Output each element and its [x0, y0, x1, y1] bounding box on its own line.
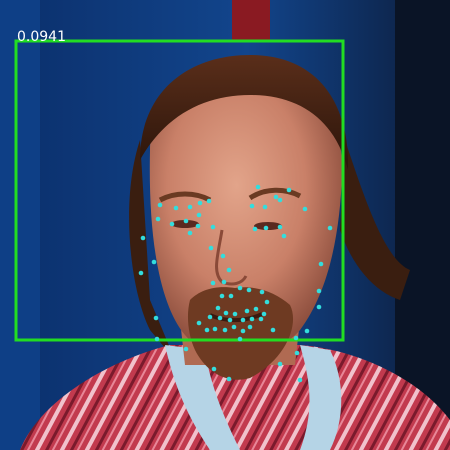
landmark-point — [204, 327, 210, 333]
shirt-collar-left — [165, 345, 240, 450]
landmark-point — [196, 320, 202, 326]
landmark-point — [232, 311, 238, 317]
landmark-point — [318, 261, 324, 267]
landmark-point — [151, 259, 157, 265]
background-left-panel — [0, 0, 40, 450]
detection-score-label: 0.0941 — [17, 29, 66, 45]
landmark-point — [262, 204, 268, 210]
face — [149, 71, 343, 356]
landmark-point — [212, 326, 218, 332]
landmark-point — [157, 202, 163, 208]
landmark-point — [270, 327, 276, 333]
landmark-point — [240, 328, 246, 334]
hair-top — [140, 55, 349, 170]
landmark-point — [183, 346, 189, 352]
landmark-point — [227, 317, 233, 323]
landmark-point — [155, 216, 161, 222]
landmark-point — [210, 280, 216, 286]
mouth — [209, 312, 263, 323]
landmark-point — [154, 336, 160, 342]
eyebrow-left — [158, 191, 212, 203]
landmark-point — [264, 299, 270, 305]
landmark-point — [277, 197, 283, 203]
landmark-point — [261, 311, 267, 317]
face-detection-box — [14, 39, 345, 342]
landmark-point — [259, 289, 265, 295]
landmark-point — [237, 285, 243, 291]
landmark-point — [207, 314, 213, 320]
landmark-point — [221, 279, 227, 285]
eye-right — [254, 222, 282, 230]
landmark-point — [217, 315, 223, 321]
landmark-point — [304, 328, 310, 334]
landmark-point — [294, 350, 300, 356]
landmark-point — [211, 366, 217, 372]
landmark-point — [316, 288, 322, 294]
shirt-collar-right — [300, 345, 342, 450]
landmark-point — [240, 317, 246, 323]
landmark-point — [249, 203, 255, 209]
landmark-point — [187, 230, 193, 236]
landmark-point — [226, 376, 232, 382]
landmark-point — [281, 233, 287, 239]
landmark-point — [195, 223, 201, 229]
landmark-point — [196, 212, 202, 218]
eyebrow-right — [248, 187, 302, 201]
landmark-point — [316, 304, 322, 310]
landmark-point — [183, 218, 189, 224]
landmark-point — [219, 293, 225, 299]
landmark-point — [302, 206, 308, 212]
landmark-point — [286, 187, 292, 193]
landmark-point — [263, 225, 269, 231]
landmark-point — [187, 204, 193, 210]
facial-landmarks — [138, 184, 333, 383]
landmark-point — [197, 200, 203, 206]
landmark-point — [293, 335, 299, 341]
landmark-point — [273, 194, 279, 200]
landmark-point — [215, 305, 221, 311]
landmark-point — [140, 235, 146, 241]
eye-left — [171, 220, 199, 228]
landmark-point — [226, 267, 232, 273]
landmark-point — [222, 327, 228, 333]
landmark-point — [327, 225, 333, 231]
landmark-point — [169, 221, 175, 227]
landmark-point — [297, 377, 303, 383]
landmark-point — [247, 324, 253, 330]
landmark-point — [244, 308, 250, 314]
landmark-point — [223, 310, 229, 316]
landmark-point — [277, 224, 283, 230]
landmark-point — [252, 226, 258, 232]
landmark-point — [210, 224, 216, 230]
landmark-point — [258, 316, 264, 322]
shirt — [20, 345, 450, 450]
landmark-point — [173, 205, 179, 211]
landmark-point — [249, 316, 255, 322]
landmark-point — [138, 270, 144, 276]
landmark-point — [237, 336, 243, 342]
landmark-point — [208, 245, 214, 251]
landmark-point — [253, 306, 259, 312]
beard — [187, 287, 294, 380]
landmark-point — [228, 293, 234, 299]
landmark-point — [153, 315, 159, 321]
landmark-point — [255, 184, 261, 190]
landmark-point — [206, 198, 212, 204]
background-red-strip — [232, 0, 270, 40]
background-dark-panel — [395, 0, 450, 450]
landmark-point — [220, 253, 226, 259]
landmark-point — [277, 361, 283, 367]
landmark-point — [231, 324, 237, 330]
landmark-point — [246, 287, 252, 293]
